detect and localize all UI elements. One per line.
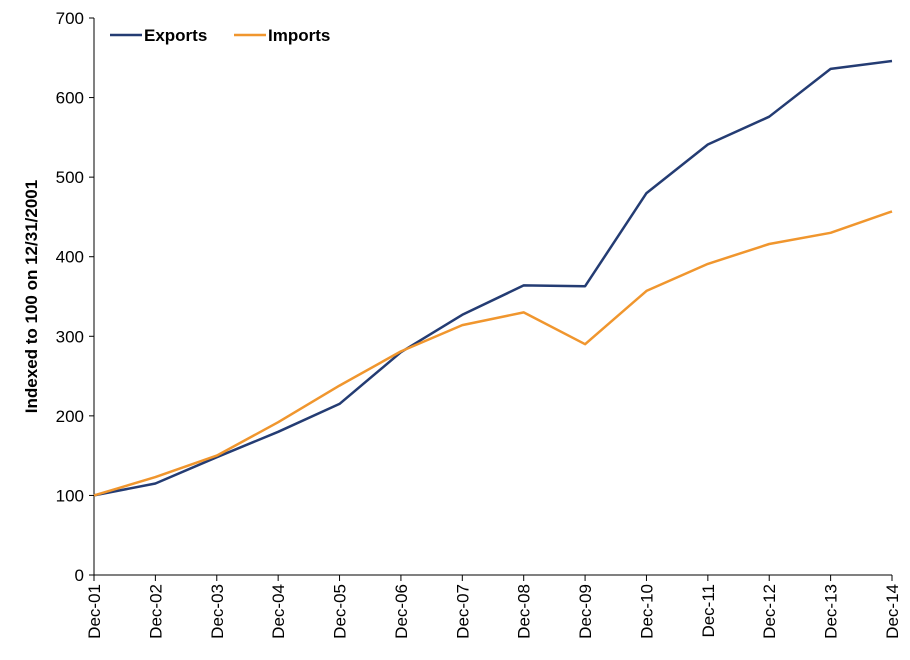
x-tick-label: Dec-12 bbox=[760, 584, 779, 639]
y-tick-label: 400 bbox=[56, 248, 84, 267]
legend-label-exports: Exports bbox=[144, 26, 207, 45]
x-tick-label: Dec-05 bbox=[331, 584, 350, 639]
x-tick-label: Dec-04 bbox=[269, 584, 288, 639]
x-tick-label: Dec-10 bbox=[637, 584, 656, 639]
x-tick-label: Dec-14 bbox=[883, 584, 902, 639]
x-tick-label: Dec-07 bbox=[453, 584, 472, 639]
y-tick-label: 300 bbox=[56, 327, 84, 346]
legend: Exports Imports bbox=[110, 26, 330, 45]
y-tick-label: 100 bbox=[56, 486, 84, 505]
x-tick-label: Dec-08 bbox=[515, 584, 534, 639]
axes: 0 100 200 300 400 500 600 700 Dec-01 Dec-02 Dec-03… bbox=[56, 9, 902, 639]
x-tick-label: Dec-01 bbox=[85, 584, 104, 639]
legend-label-imports: Imports bbox=[268, 26, 330, 45]
y-tick-label: 700 bbox=[56, 9, 84, 28]
y-tick-label: 200 bbox=[56, 407, 84, 426]
series-line-exports bbox=[93, 59, 893, 497]
x-tick-label: Dec-11 bbox=[699, 584, 718, 638]
y-tick-label: 500 bbox=[56, 168, 84, 187]
series-line-imports bbox=[93, 210, 893, 497]
y-tick-label: 0 bbox=[75, 566, 84, 585]
x-tick-label: Dec-09 bbox=[576, 584, 595, 639]
x-tick-label: Dec-06 bbox=[392, 584, 411, 639]
y-tick-label: 600 bbox=[56, 89, 84, 108]
x-tick-label: Dec-03 bbox=[208, 584, 227, 639]
y-axis-title: Indexed to 100 on 12/31/2001 bbox=[22, 180, 41, 413]
x-tick-label: Dec-13 bbox=[822, 584, 841, 639]
x-tick-label: Dec-02 bbox=[146, 584, 165, 639]
series-group bbox=[93, 59, 893, 497]
